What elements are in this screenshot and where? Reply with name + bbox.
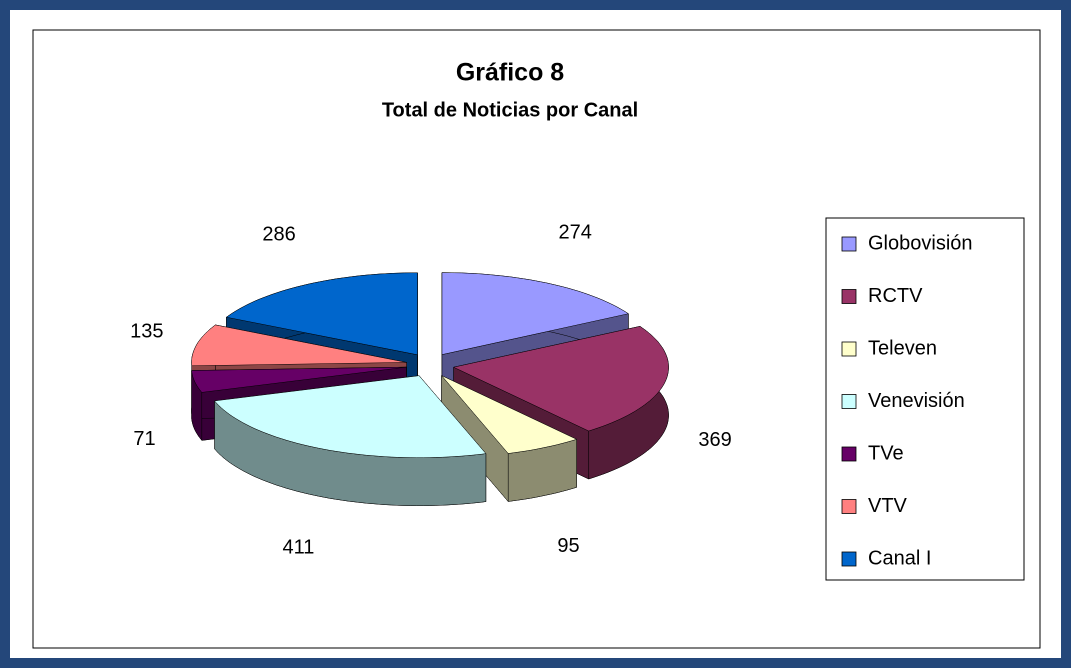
legend-label: Televen [868,337,937,359]
slice-top [225,272,418,356]
legend-swatch [841,341,857,357]
legend-label: VTV [868,495,908,517]
slice-top [452,326,669,432]
data-label: 286 [262,224,295,246]
slice-top [441,375,578,454]
legend-box [825,217,1025,581]
legend-label: Venevisión [868,390,965,412]
legend-swatch [841,289,857,304]
slice-top [214,375,487,458]
legend-swatch [841,236,857,252]
slice-top [191,324,407,367]
legend-swatch [841,551,857,567]
data-label: 369 [698,429,731,451]
chart-subtitle: Total de Noticias por Canal [382,99,638,121]
data-label: 71 [133,428,155,450]
legend-swatch [841,499,857,514]
data-label: 274 [559,222,592,244]
slice-top [441,272,630,355]
legend-swatch [841,394,857,409]
data-label: 95 [557,535,579,557]
slice-top [191,366,407,393]
legend-label: TVe [868,442,904,464]
legend-label: Canal I [868,547,931,569]
legend-label: RCTV [868,285,923,307]
data-label: 135 [130,321,163,343]
data-label: 411 [282,537,314,559]
slice [214,375,487,506]
legend-label: Globovisión [868,232,973,254]
chart-title: Gráfico 8 [456,59,564,87]
legend-swatch [841,446,857,462]
